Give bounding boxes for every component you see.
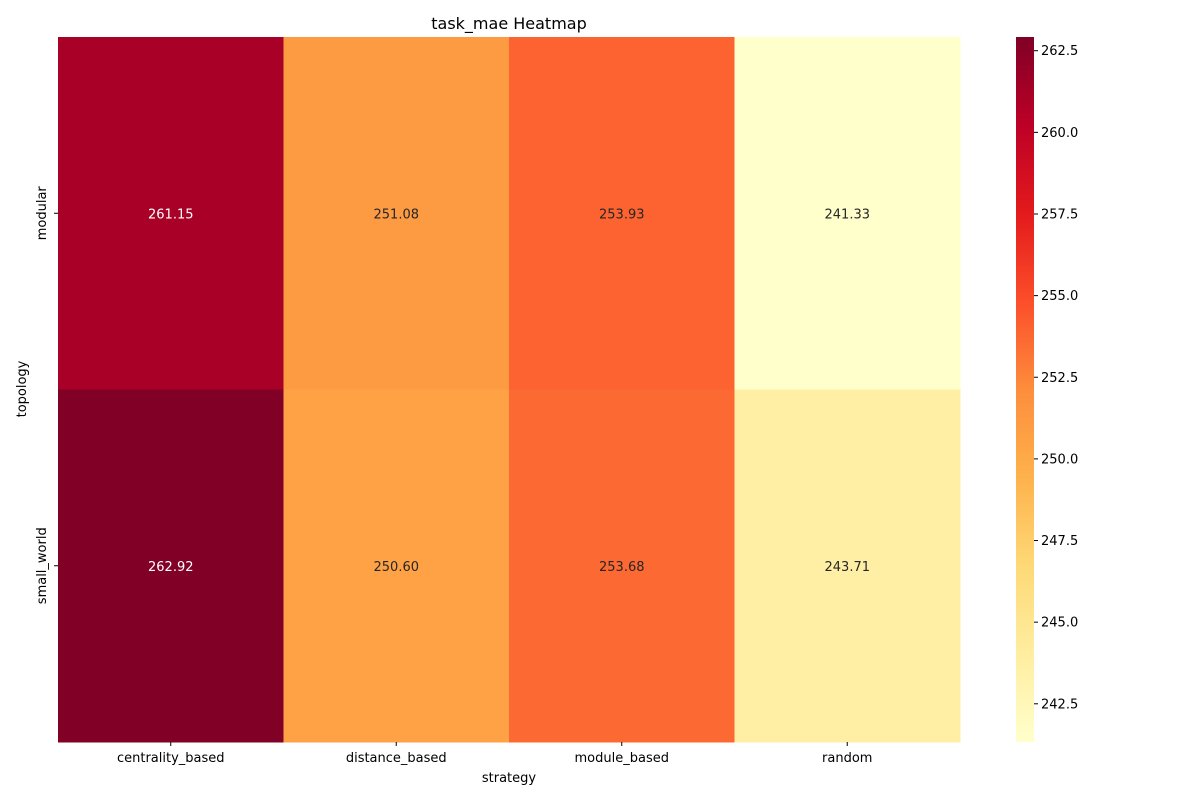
x-tick-label: distance_based bbox=[346, 751, 447, 766]
cell-value-label: 253.68 bbox=[599, 560, 645, 575]
colorbar-tick-label: 260.0 bbox=[1041, 126, 1078, 141]
heatmap-cell-small_world-distance_based bbox=[283, 389, 510, 743]
colorbar-tick-label: 255.0 bbox=[1041, 289, 1078, 304]
x-tick-label: random bbox=[822, 751, 872, 766]
cell-value-label: 253.93 bbox=[599, 207, 645, 222]
y-tick-label: modular bbox=[35, 186, 50, 241]
colorbar-tick-label: 262.5 bbox=[1041, 44, 1078, 59]
cell-value-label: 261.15 bbox=[148, 207, 194, 222]
x-axis: centrality_based distance_based module_bas… bbox=[117, 742, 872, 766]
chart-title: task_mae Heatmap bbox=[431, 14, 587, 34]
heatmap-cell-modular-distance_based bbox=[283, 37, 510, 390]
heatmap-cells: 261.15 251.08 253.93 241.33 262.92 250.60 253.… bbox=[58, 37, 961, 743]
cell-value-label: 250.60 bbox=[374, 560, 420, 575]
x-axis-label: strategy bbox=[482, 771, 537, 786]
cell-value-label: 262.92 bbox=[148, 560, 194, 575]
colorbar-tick-label: 257.5 bbox=[1041, 207, 1078, 222]
colorbar-tick-label: 252.5 bbox=[1041, 371, 1078, 386]
heatmap-cell-small_world-module_based bbox=[509, 389, 735, 743]
y-tick-label: small_world bbox=[35, 527, 50, 604]
y-axis: modular small_world bbox=[35, 186, 58, 604]
colorbar-tick-label: 250.0 bbox=[1041, 452, 1078, 467]
colorbar-tick-label: 247.5 bbox=[1041, 534, 1078, 549]
cell-value-label: 251.08 bbox=[374, 207, 420, 222]
heatmap-cell-small_world-centrality_based bbox=[58, 389, 284, 743]
colorbar: 242.5 245.0 247.5 250.0 252.5 255.0 257.5 260.0… bbox=[1016, 37, 1078, 742]
cell-value-label: 241.33 bbox=[825, 207, 871, 222]
cell-value-label: 243.71 bbox=[825, 560, 871, 575]
colorbar-tick-label: 245.0 bbox=[1041, 616, 1078, 631]
x-tick-label: module_based bbox=[575, 751, 669, 766]
heatmap-cell-small_world-random bbox=[734, 389, 961, 743]
heatmap-cell-modular-centrality_based bbox=[58, 37, 284, 390]
y-axis-label: topology bbox=[15, 360, 30, 417]
heatmap-cell-modular-random bbox=[734, 37, 961, 390]
x-tick-label: centrality_based bbox=[117, 751, 225, 766]
colorbar-gradient bbox=[1016, 37, 1034, 742]
colorbar-tick-label: 242.5 bbox=[1041, 697, 1078, 712]
heatmap-cell-modular-module_based bbox=[509, 37, 735, 390]
